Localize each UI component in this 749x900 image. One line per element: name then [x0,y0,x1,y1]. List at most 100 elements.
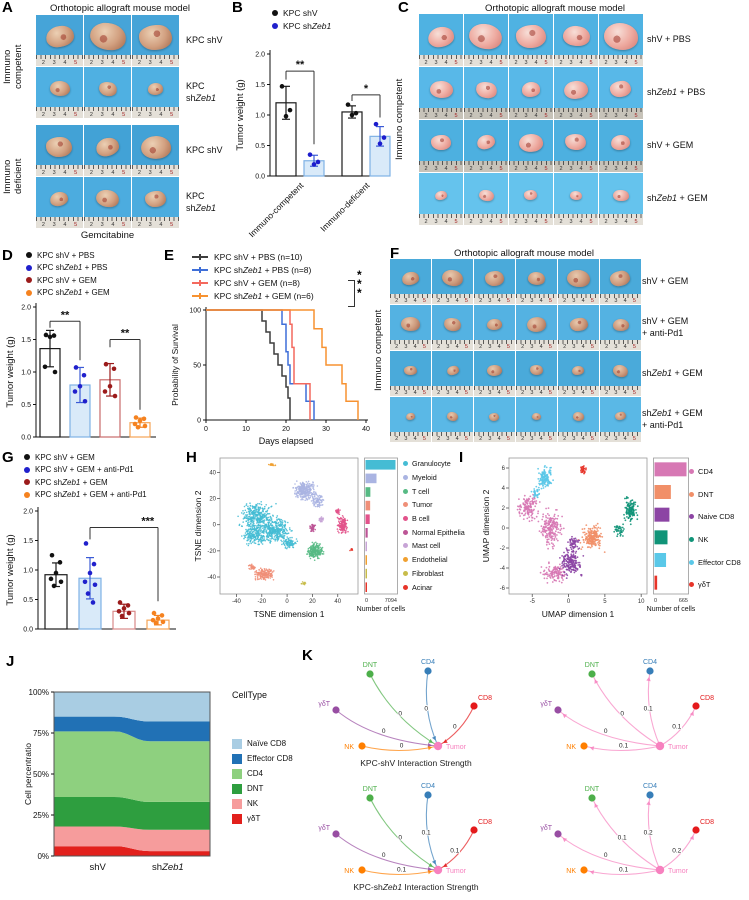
ruler-number: 2 [437,297,441,304]
data-point [82,398,88,404]
ruler-number: 3 [404,343,408,350]
photo-row-label: shV + GEM [642,275,689,286]
interaction-caption: KPC-shV Interaction Strength [360,758,472,768]
ruler-number: 5 [422,343,426,350]
data-point [51,333,57,338]
ruler-number: 2 [604,59,608,66]
ruler-number: 4 [444,59,448,66]
legend-item: KPC shV + GEM (n=8) [192,276,314,289]
legend-label: Acinar [412,582,433,592]
tumor-blob [613,189,629,202]
data-point [153,620,159,626]
panel-D-content: KPC shV + PBS KPC shZeb1 + PBS KPC shV + G… [0,246,162,448]
legend-dot [403,502,408,508]
ruler-ticks [432,432,473,436]
bar-axis-label: Number of cells [646,606,696,613]
data-point [112,393,118,399]
legend-label: Endothelial [412,555,448,565]
tumor-blob [405,412,416,421]
legend-item: B cell [403,512,465,526]
ruler-number: 3 [434,112,438,119]
ruler-number: 2 [395,389,399,396]
ruler-number: 4 [413,343,417,350]
data-point [81,372,87,378]
node-label: γδT [318,825,330,832]
ruler-ticks [474,386,515,390]
tumor-blob [486,363,503,378]
ruler-number: 4 [489,165,493,172]
ruler-number: 4 [489,112,493,119]
cell-node [332,830,340,838]
legend-item: KPC shZeb1 + GEM + anti-Pd1 [24,489,147,502]
ruler-number: 3 [614,343,618,350]
node-label: γδT [540,701,552,708]
panel-H-letter: H [186,449,197,466]
ruler-ticks [419,214,463,218]
data-point [141,416,147,422]
data-point [381,135,387,140]
edge-weight: 0 [604,728,608,735]
interaction-edge [425,670,439,747]
ruler-number: 3 [52,169,56,176]
ruler-ticks [36,107,83,111]
data-point [43,332,49,338]
tumor-blob [568,316,589,333]
tumor-blob [478,189,494,202]
ruler-number: 2 [137,111,141,118]
node-label: CD8 [700,819,714,826]
ruler-number: 5 [74,59,78,66]
ruler-number: 4 [579,59,583,66]
cell-node [433,865,443,875]
ruler-number: 4 [581,343,585,350]
legend-item: KPC shV [272,6,331,19]
edge-weight: 0.2 [672,847,681,854]
node-label: γδT [318,701,330,708]
legend-item: T cell [403,484,465,498]
legend-item: KPC shZeb1 [272,19,331,32]
alluvial-band [54,797,210,830]
ruler-number: 2 [514,218,518,225]
cell-node [580,866,588,874]
legend-label: KPC shV + GEM [37,275,97,285]
svg-text:4: 4 [502,486,506,492]
edge-weight: 0.1 [672,723,681,730]
edge-arrowhead [427,866,432,872]
legend: CellType Naïve CD8 Effector CD8 CD4 DNT NK γδT [232,690,293,826]
ruler-number: 4 [623,435,627,442]
ruler-number: 3 [572,297,576,304]
data-point [72,389,78,394]
alluvial-band [54,846,210,856]
ruler-ticks [36,217,83,221]
ruler-number: 5 [589,59,593,66]
data-point [90,600,96,605]
ruler-number: 2 [437,389,441,396]
photo-row-label: shV + PBS [647,34,691,45]
tumor-blob [404,365,417,376]
edge-weight: 0.1 [619,866,628,873]
legend-item: NK [232,796,293,811]
ruler-number: 5 [590,343,594,350]
svg-text:Tumor weight (g): Tumor weight (g) [5,534,16,605]
legend-label: KPC shV + GEM [35,452,95,462]
legend-label: KPC shZeb1 + GEM [37,288,110,298]
ruler-number: 3 [614,435,618,442]
legend-dot [26,252,32,259]
legend-label: KPC shV + PBS (n=10) [214,251,303,262]
